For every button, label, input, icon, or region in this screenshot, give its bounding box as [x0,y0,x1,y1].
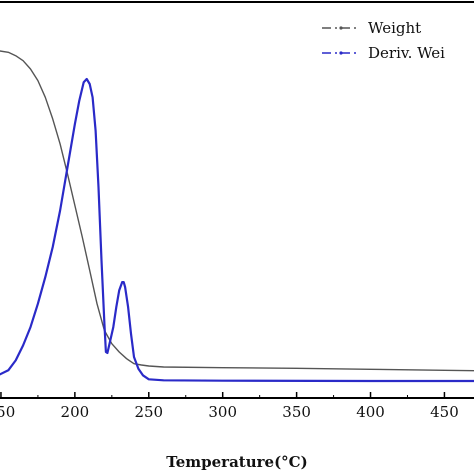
x-tick-label-150: 150 [0,403,15,421]
x-axis: 150 200 250 300 350 400 450 [0,392,459,421]
series-line-weight [0,50,474,372]
x-tick-label-400: 400 [356,403,385,421]
series-layer [0,50,474,383]
x-tick-label-300: 300 [208,403,237,421]
x-tick-label-350: 350 [282,403,311,421]
legend-label-1: Deriv. Wei [368,44,445,62]
x-tick-label-250: 250 [134,403,163,421]
legend: Weight Deriv. Wei [322,19,445,62]
legend-label-0: Weight [368,19,421,37]
x-tick-label-200: 200 [61,403,90,421]
legend-marker-1 [339,51,343,55]
x-tick-label-450: 450 [430,403,459,421]
x-axis-title: Temperature(°C) [166,453,307,471]
plot-frame [0,1,474,399]
series-line-deriv-weight [0,77,474,383]
legend-marker-0 [339,26,343,30]
